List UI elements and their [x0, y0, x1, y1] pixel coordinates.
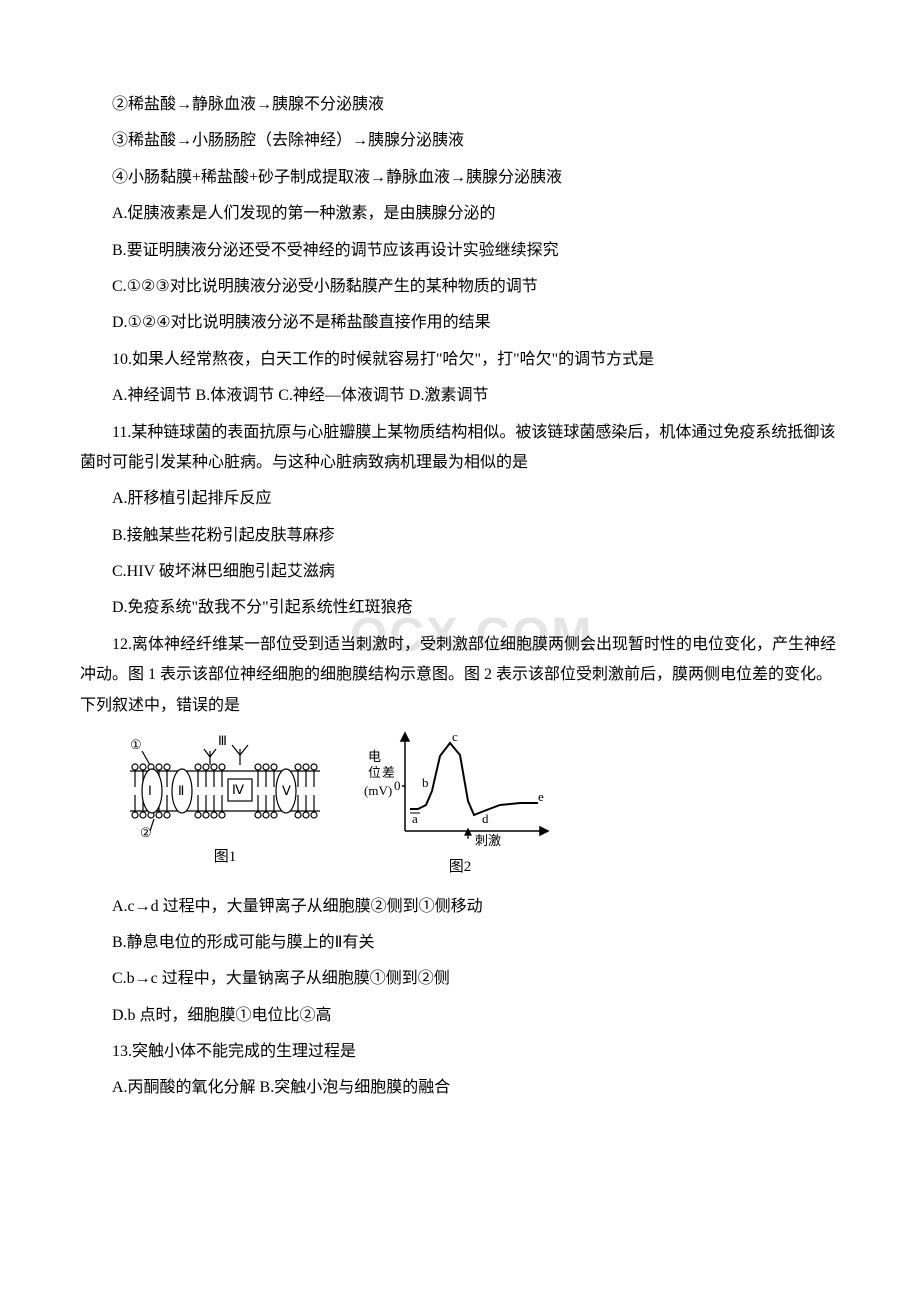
options-q10: A.神经调节 B.体液调节 C.神经—体液调节 D.激素调节: [80, 381, 840, 411]
fig1-label-II: Ⅱ: [178, 783, 184, 798]
fig2-xlabel: 刺激: [475, 833, 501, 848]
fig2-ylabel-1: 电: [368, 749, 381, 764]
option-a-q11: A.肝移植引起排斥反应: [80, 484, 840, 514]
figure-1-box: ① Ⅲ ② Ⅰ Ⅱ Ⅳ Ⅴ 图1: [120, 731, 330, 872]
fig2-ylabel-2: 位: [368, 765, 381, 780]
item-4: ④小肠黏膜+稀盐酸+砂子制成提取液→静脉血液→胰腺分泌胰液: [80, 163, 840, 193]
fig1-label-1: ①: [130, 737, 142, 752]
document-content: ②稀盐酸→静脉血液→胰腺不分泌胰液 ③稀盐酸→小肠肠腔（去除神经）→胰腺分泌胰液…: [80, 90, 840, 1104]
figure-2-caption: 图2: [449, 853, 472, 882]
fig2-pt-c: c: [452, 731, 458, 744]
figure-1-svg: ① Ⅲ ② Ⅰ Ⅱ Ⅳ Ⅴ: [120, 731, 330, 841]
option-d-q12: D.b 点时，细胞膜①电位比②高: [80, 1001, 840, 1031]
fig2-pt-d: d: [482, 811, 489, 826]
item-3: ③稀盐酸→小肠肠腔（去除神经）→胰腺分泌胰液: [80, 126, 840, 156]
option-b-q11: B.接触某些花粉引起皮肤荨麻疹: [80, 521, 840, 551]
fig2-pt-b: b: [422, 775, 429, 790]
question-13: 13.突触小体不能完成的生理过程是: [80, 1037, 840, 1067]
figure-2-box: 电 位 差 0 (mV) 刺激 a b c d e: [360, 731, 560, 882]
option-d-q11: D.免疫系统"敌我不分"引起系统性红斑狼疮: [80, 593, 840, 623]
question-11: 11.某种链球菌的表面抗原与心脏瓣膜上某物质结构相似。被该链球菌感染后，机体通过…: [80, 418, 840, 479]
question-12: 12.离体神经纤维某一部位受到适当刺激时，受刺激部位细胞膜两侧会出现暂时性的电位…: [80, 630, 840, 721]
fig1-label-III: Ⅲ: [218, 733, 227, 748]
fig1-label-IV: Ⅳ: [232, 782, 244, 797]
fig2-zero: 0: [394, 778, 401, 793]
fig1-label-2: ②: [140, 825, 152, 840]
figures-row: ① Ⅲ ② Ⅰ Ⅱ Ⅳ Ⅴ 图1: [120, 731, 840, 882]
options-q13: A.丙酮酸的氧化分解 B.突触小泡与细胞膜的融合: [80, 1073, 840, 1103]
option-c-q9: C.①②③对比说明胰液分泌受小肠黏膜产生的某种物质的调节: [80, 272, 840, 302]
option-a-q9: A.促胰液素是人们发现的第一种激素，是由胰腺分泌的: [80, 199, 840, 229]
fig1-label-V: Ⅴ: [282, 783, 291, 798]
fig2-pt-e: e: [538, 789, 544, 804]
option-b-q12: B.静息电位的形成可能与膜上的Ⅱ有关: [80, 928, 840, 958]
option-b-q9: B.要证明胰液分泌还受不受神经的调节应该再设计实验继续探究: [80, 236, 840, 266]
fig1-label-I: Ⅰ: [148, 783, 152, 798]
figure-1-caption: 图1: [214, 843, 237, 872]
figure-2-svg: 电 位 差 0 (mV) 刺激 a b c d e: [360, 731, 560, 851]
option-a-q12: A.c→d 过程中，大量钾离子从细胞膜②侧到①侧移动: [80, 892, 840, 922]
option-c-q12: C.b→c 过程中，大量钠离子从细胞膜①侧到②侧: [80, 964, 840, 994]
item-2: ②稀盐酸→静脉血液→胰腺不分泌胰液: [80, 90, 840, 120]
option-d-q9: D.①②④对比说明胰液分泌不是稀盐酸直接作用的结果: [80, 308, 840, 338]
question-10: 10.如果人经常熬夜，白天工作的时候就容易打"哈欠"，打"哈欠"的调节方式是: [80, 345, 840, 375]
fig2-yunit: (mV): [364, 783, 392, 798]
option-c-q11: C.HIV 破坏淋巴细胞引起艾滋病: [80, 557, 840, 587]
